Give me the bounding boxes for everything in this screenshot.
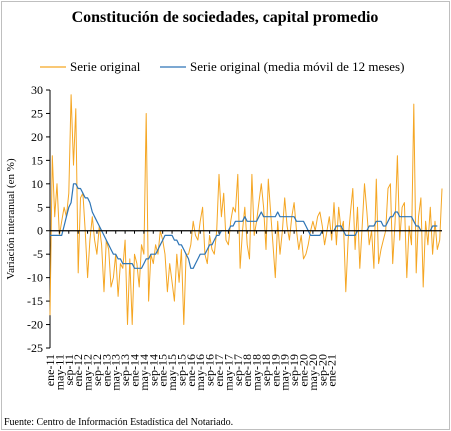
x-tick-label: may-11 [52,354,66,390]
y-tick-label: -20 [27,318,43,332]
x-tick-label: may-18 [250,354,264,391]
y-axis: -25 -20 -15 -10 -5 0 5 10 15 20 25 30 [27,83,51,355]
x-tick-label: ene-18 [240,354,254,387]
x-tick-label: ene-17 [212,354,226,387]
x-tick-label: sep-16 [203,354,217,386]
y-tick-label: 30 [31,83,43,97]
x-tick-label: sep-11 [62,354,76,386]
y-tick-label: 15 [31,153,43,167]
y-tick-label: 5 [37,200,43,214]
y-tick-label: -15 [27,294,43,308]
x-tick-label: ene-14 [128,354,142,387]
y-tick-label: 25 [31,106,43,120]
x-tick-label: sep-17 [231,354,245,386]
x-axis: ene-11may-11sep-11ene-12may-12sep-12ene-… [43,230,339,391]
x-tick-label: sep-20 [315,354,329,386]
x-tick-label: sep-18 [259,354,273,386]
y-tick-label: 20 [31,130,43,144]
y-tick-label: 0 [37,224,43,238]
series-line-moving-average [50,183,438,269]
x-tick-label: sep-12 [90,354,104,386]
x-tick-label: sep-19 [287,354,301,386]
y-axis-label: Variación interanual (en %) [5,158,17,280]
x-tick-label: may-20 [306,354,320,391]
x-tick-label: ene-16 [184,354,198,387]
legend-label-original: Serie original [70,59,141,74]
x-tick-label: sep-13 [118,354,132,386]
x-tick-label: ene-21 [325,354,339,387]
x-tick-label: ene-19 [268,354,282,387]
y-tick-label: -10 [27,271,43,285]
y-tick-label: -25 [27,341,43,355]
y-tick-label: -5 [33,247,43,261]
x-tick-label: may-19 [278,354,292,391]
x-tick-label: may-12 [81,354,95,391]
x-tick-label: ene-11 [43,354,57,386]
series-layer [49,94,443,325]
y-tick-label: 10 [31,177,43,191]
series-line-original [49,94,443,325]
x-tick-label: may-15 [165,354,179,391]
x-tick-label: may-13 [109,354,123,391]
x-tick-label: may-14 [137,354,151,391]
x-tick-label: may-16 [193,354,207,391]
legend-label-moving-average: Serie original (media móvil de 12 meses) [190,59,404,74]
x-tick-label: ene-15 [156,354,170,387]
source-note: Fuente: Centro de Información Estadístic… [4,417,233,428]
x-tick-label: sep-14 [146,354,160,386]
chart-title: Constitución de sociedades, capital prom… [72,9,379,26]
x-tick-label: ene-20 [297,354,311,387]
x-tick-label: may-17 [221,354,235,391]
x-tick-label: sep-15 [174,354,188,386]
x-tick-label: ene-13 [99,354,113,387]
legend: Serie original Serie original (media móv… [40,59,404,74]
x-tick-label: ene-12 [71,354,85,387]
